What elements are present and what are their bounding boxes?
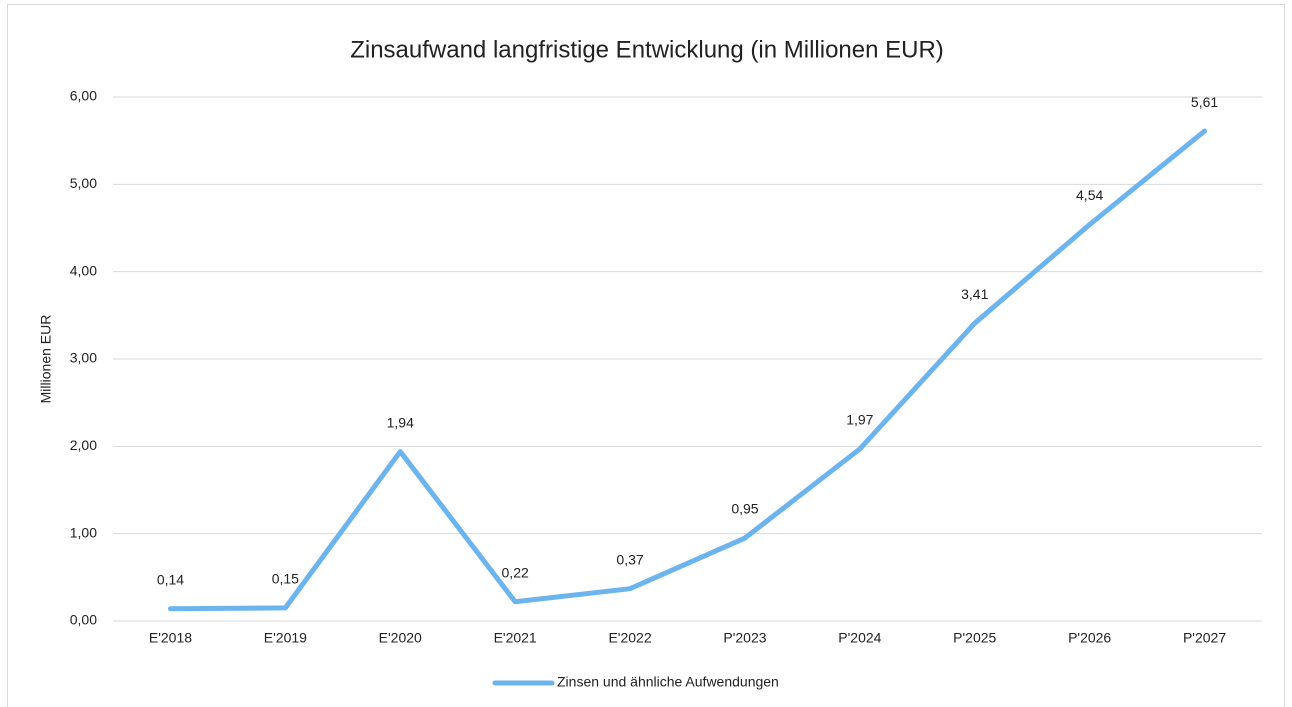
x-tick-label: E'2020: [379, 630, 422, 646]
y-tick-label: 2,00: [70, 437, 97, 453]
x-tick-label: P'2027: [1183, 630, 1226, 646]
y-tick-label: 1,00: [70, 524, 97, 540]
x-tick-label: E'2019: [264, 630, 307, 646]
y-tick-label: 6,00: [70, 88, 97, 104]
y-tick-label: 4,00: [70, 262, 97, 278]
y-tick-label: 3,00: [70, 350, 97, 366]
chart-frame: [7, 4, 1285, 707]
x-tick-label: E'2022: [608, 630, 651, 646]
x-tick-label: E'2018: [149, 630, 192, 646]
data-label: 5,61: [1191, 94, 1218, 110]
data-label: 3,41: [961, 286, 988, 302]
y-tick-label: 0,00: [70, 612, 97, 628]
data-label: 4,54: [1076, 187, 1103, 203]
y-axis-label: Millionen EUR: [38, 315, 54, 404]
x-tick-label: E'2021: [494, 630, 537, 646]
data-label: 0,95: [731, 501, 758, 517]
chart-title: Zinsaufwand langfristige Entwicklung (in…: [350, 36, 944, 63]
line-series: [167, 128, 1208, 612]
data-label: 0,15: [272, 571, 299, 587]
data-label: 0,22: [502, 564, 529, 580]
x-tick-label: P'2023: [723, 630, 766, 646]
data-label: 1,94: [387, 414, 414, 430]
data-label: 0,37: [616, 551, 643, 567]
data-label: 0,14: [157, 571, 184, 587]
x-tick-label: P'2025: [953, 630, 996, 646]
x-tick-label: P'2024: [838, 630, 881, 646]
legend-label: Zinsen und ähnliche Aufwendungen: [557, 674, 779, 690]
x-tick-label: P'2026: [1068, 630, 1111, 646]
data-label: 1,97: [846, 412, 873, 428]
y-tick-label: 5,00: [70, 175, 97, 191]
